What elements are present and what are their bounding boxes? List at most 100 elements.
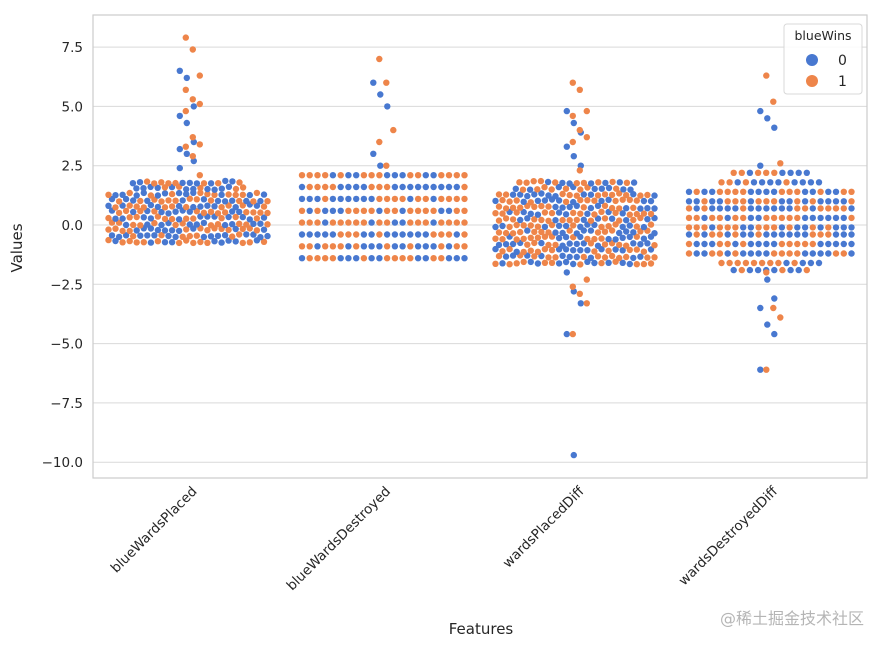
swarm-point	[414, 255, 422, 262]
swarm-point	[548, 259, 556, 266]
swarm-point	[391, 207, 399, 214]
swarm-point	[329, 219, 337, 226]
swarm-point	[584, 247, 591, 254]
swarm-point	[651, 192, 658, 199]
outlier-point	[196, 100, 203, 108]
swarm-point	[430, 255, 437, 262]
swarm-point	[608, 215, 616, 222]
swarm-point	[787, 266, 794, 274]
swarm-point	[786, 240, 793, 248]
swarm-point	[499, 196, 506, 204]
swarm-point	[709, 224, 716, 231]
swarm-point	[314, 183, 321, 191]
swarm-point	[619, 234, 626, 241]
swarm-point	[257, 234, 264, 241]
outlier-point	[576, 86, 583, 94]
swarm-point	[825, 224, 832, 231]
outlier-point	[583, 107, 590, 115]
swarm-point	[580, 253, 587, 261]
swarm-point	[716, 198, 724, 205]
swarm-point	[718, 179, 725, 186]
swarm-point	[513, 248, 520, 255]
swarm-point	[112, 225, 119, 232]
swarm-point	[570, 260, 577, 268]
swarm-point	[555, 260, 563, 267]
swarm-point	[732, 240, 739, 248]
swarm-point	[151, 219, 158, 227]
swarm-point	[644, 191, 651, 199]
swarm-point	[179, 179, 186, 187]
swarm-point	[345, 255, 352, 262]
swarm-point	[260, 226, 268, 233]
swarm-point	[580, 216, 587, 223]
swarm-point	[825, 214, 832, 222]
swarm-point	[817, 205, 824, 212]
swarm-point	[562, 222, 570, 230]
swarm-point	[207, 233, 215, 240]
y-tick-label: 2.5	[62, 159, 83, 175]
swarm-point	[461, 243, 468, 250]
swarm-point	[534, 197, 542, 204]
outlier-point	[376, 55, 383, 63]
swarm-point	[734, 259, 741, 267]
swarm-point	[445, 219, 453, 226]
y-tick-label: 7.5	[62, 40, 83, 56]
swarm-point	[461, 231, 468, 238]
swarm-point	[587, 191, 595, 198]
swarm-point	[685, 224, 693, 231]
swarm-point	[264, 232, 271, 240]
swarm-point	[438, 231, 445, 238]
swarm-point	[580, 204, 587, 211]
swarm-point	[105, 202, 112, 209]
swarm-point	[531, 228, 538, 236]
swarm-point	[119, 215, 126, 222]
swarm-point	[809, 214, 816, 222]
swarm-point	[587, 217, 595, 224]
swarm-point	[801, 205, 809, 212]
swarm-point	[685, 250, 693, 257]
swarm-point	[626, 211, 633, 218]
outlier-point	[771, 330, 778, 338]
swarm-point	[314, 207, 321, 214]
swarm-point	[701, 231, 708, 238]
outlier-point	[189, 46, 196, 53]
swarm-point	[399, 183, 406, 191]
swarm-point	[368, 195, 375, 203]
swarm-point	[360, 172, 368, 179]
swarm-point	[126, 237, 133, 245]
swarm-point	[430, 195, 437, 203]
swarm-point	[794, 224, 801, 231]
swarm-point	[133, 185, 140, 192]
swarm-point	[211, 186, 218, 193]
swarm-point	[517, 204, 524, 211]
swarm-point	[685, 231, 693, 238]
swarm-point	[144, 197, 151, 204]
legend: blueWins 0 1	[783, 23, 863, 95]
swarm-point	[154, 203, 162, 211]
swarm-point	[368, 243, 375, 250]
swarm-point	[257, 209, 264, 216]
swarm-point	[253, 227, 261, 234]
swarm-point	[520, 198, 527, 205]
swarm-point	[407, 219, 414, 226]
swarm-point	[584, 210, 591, 217]
swarm-point	[791, 259, 798, 267]
swarm-point	[438, 172, 445, 179]
swarm-point	[306, 231, 313, 238]
outlier-point	[189, 134, 196, 141]
outlier-point	[563, 143, 570, 150]
swarm-point	[601, 241, 609, 248]
swarm-point	[105, 236, 112, 244]
swarm-point	[250, 220, 257, 227]
swarm-point	[140, 185, 147, 192]
swarm-point	[430, 183, 437, 191]
swarm-point	[577, 223, 584, 230]
swarm-point	[353, 183, 360, 191]
swarm-point	[716, 224, 724, 231]
swarm-point	[562, 258, 570, 266]
swarm-point	[516, 179, 523, 186]
swarm-point	[161, 215, 169, 223]
swarm-point	[119, 239, 126, 246]
swarm-point	[221, 198, 229, 205]
swarm-point	[605, 259, 612, 266]
